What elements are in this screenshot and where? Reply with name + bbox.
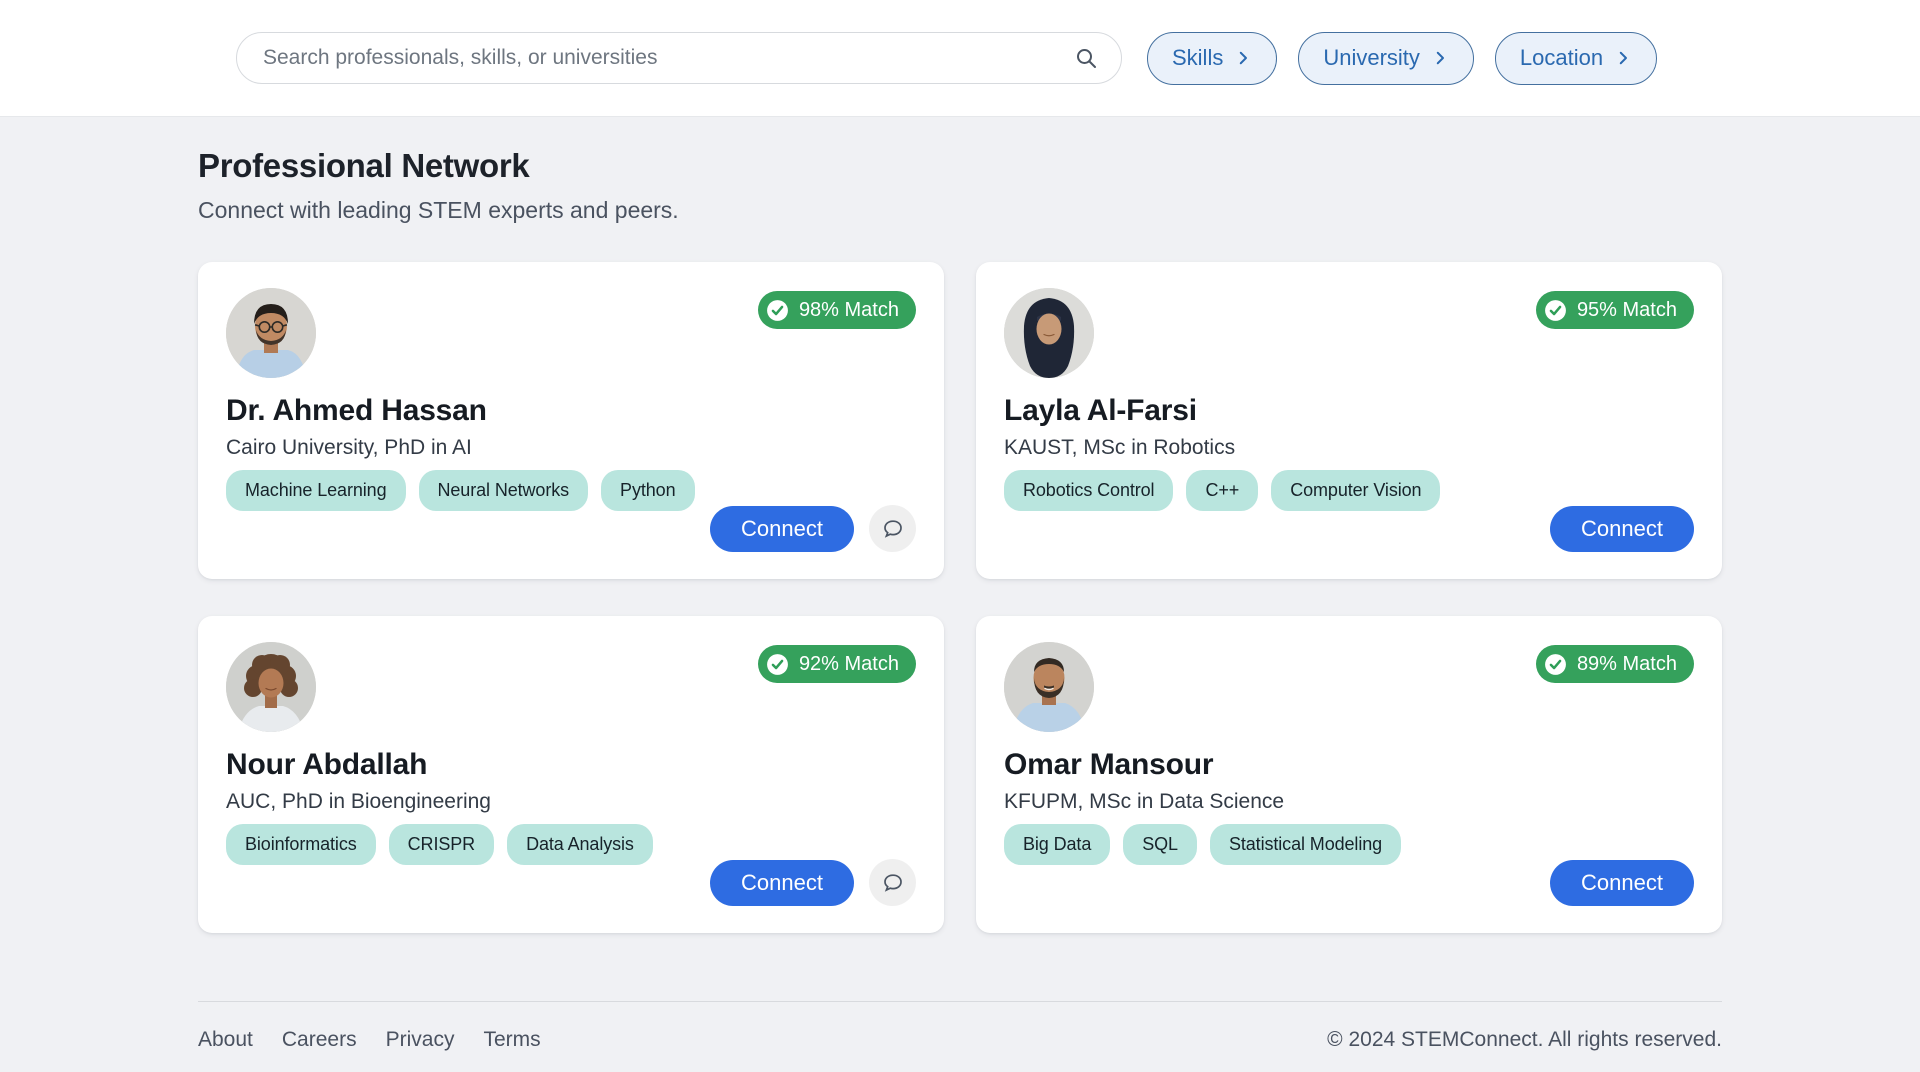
search-input[interactable] <box>236 32 1122 84</box>
person-name: Dr. Ahmed Hassan <box>226 394 487 427</box>
person-name: Nour Abdallah <box>226 748 428 781</box>
skill-tag: Machine Learning <box>226 470 406 511</box>
search-bar <box>236 32 1122 84</box>
match-badge-label: 98% Match <box>798 298 899 321</box>
skill-tags: Bioinformatics CRISPR Data Analysis <box>226 824 744 865</box>
message-button[interactable] <box>869 859 916 906</box>
person-affiliation: AUC, PhD in Bioengineering <box>226 790 491 813</box>
footer-links: About Careers Privacy Terms <box>198 1028 541 1052</box>
profile-card: 89% Match Omar Mansour KFUPM, MSc in Dat… <box>976 616 1722 933</box>
filter-location-label: Location <box>1519 45 1604 70</box>
chevron-right-icon <box>1614 49 1632 67</box>
skill-tag: Python <box>601 470 695 511</box>
skill-tag: Bioinformatics <box>226 824 376 865</box>
skill-tag: Robotics Control <box>1004 470 1174 511</box>
filter-skills-button[interactable]: Skills <box>1147 31 1278 85</box>
skill-tag: Computer Vision <box>1271 470 1441 511</box>
skill-tag: Big Data <box>1004 824 1111 865</box>
search-icon <box>1074 46 1098 70</box>
avatar <box>1004 288 1094 378</box>
page-title: Professional Network <box>198 147 530 184</box>
footer-link-terms[interactable]: Terms <box>483 1028 541 1051</box>
person-affiliation: Cairo University, PhD in AI <box>226 436 472 459</box>
filter-location-button[interactable]: Location <box>1494 31 1658 85</box>
page-subtitle: Connect with leading STEM experts and pe… <box>198 197 679 223</box>
connect-button[interactable]: Connect <box>710 859 854 906</box>
top-bar: Skills University Location <box>0 0 1920 117</box>
skill-tag: Neural Networks <box>418 470 589 511</box>
match-badge-label: 95% Match <box>1576 298 1677 321</box>
match-badge-label: 92% Match <box>798 652 899 675</box>
avatar <box>226 642 316 732</box>
profile-card: 92% Match Nour Abdallah AUC, PhD in Bioe… <box>198 616 944 933</box>
filter-group: Skills University Location <box>1147 31 1658 85</box>
check-circle-icon <box>1543 652 1568 677</box>
skill-tags: Machine Learning Neural Networks Python <box>226 470 744 511</box>
copyright-text: © 2024 STEMConnect. All rights reserved. <box>1327 1028 1722 1051</box>
match-badge: 92% Match <box>757 645 916 683</box>
check-circle-icon <box>765 298 790 323</box>
profile-card-grid: 98% Match Dr. Ahmed Hassan Cairo Univers… <box>198 262 1722 933</box>
person-affiliation: KAUST, MSc in Robotics <box>1004 436 1236 459</box>
person-name: Layla Al-Farsi <box>1004 394 1197 427</box>
footer-link-careers[interactable]: Careers <box>281 1028 357 1051</box>
profile-card: 98% Match Dr. Ahmed Hassan Cairo Univers… <box>198 262 944 579</box>
match-badge: 89% Match <box>1535 645 1694 683</box>
skill-tag: C++ <box>1186 470 1259 511</box>
skill-tag: Data Analysis <box>507 824 653 865</box>
connect-button[interactable]: Connect <box>1550 506 1694 552</box>
filter-university-label: University <box>1323 45 1420 70</box>
card-actions: Connect <box>710 505 916 552</box>
avatar <box>226 288 316 378</box>
check-circle-icon <box>765 652 790 677</box>
message-button[interactable] <box>869 505 916 552</box>
chat-bubble-icon <box>883 519 902 538</box>
card-actions: Connect <box>710 859 916 906</box>
chevron-right-icon <box>1431 49 1449 67</box>
skill-tag: CRISPR <box>388 824 495 865</box>
card-actions: Connect <box>1550 506 1694 552</box>
skill-tag: Statistical Modeling <box>1209 824 1402 865</box>
check-circle-icon <box>1543 298 1568 323</box>
avatar <box>1004 642 1094 732</box>
footer-link-about[interactable]: About <box>198 1028 253 1051</box>
skill-tag: SQL <box>1123 824 1197 865</box>
person-name: Omar Mansour <box>1004 748 1214 781</box>
footer: About Careers Privacy Terms © 2024 STEMC… <box>198 1001 1722 1052</box>
skill-tags: Robotics Control C++ Computer Vision <box>1004 470 1522 511</box>
person-affiliation: KFUPM, MSc in Data Science <box>1004 790 1285 813</box>
connect-button[interactable]: Connect <box>710 505 854 552</box>
main-content: Professional Network Connect with leadin… <box>0 117 1920 933</box>
chat-bubble-icon <box>883 873 902 892</box>
match-badge-label: 89% Match <box>1576 652 1677 675</box>
skill-tags: Big Data SQL Statistical Modeling <box>1004 824 1522 865</box>
match-badge: 98% Match <box>757 291 916 329</box>
profile-card: 95% Match Layla Al-Farsi KAUST, MSc in R… <box>976 262 1722 579</box>
filter-university-button[interactable]: University <box>1298 31 1474 85</box>
chevron-right-icon <box>1234 49 1252 67</box>
footer-link-privacy[interactable]: Privacy <box>385 1028 455 1051</box>
match-badge: 95% Match <box>1535 291 1694 329</box>
filter-skills-label: Skills <box>1172 45 1224 70</box>
card-actions: Connect <box>1550 860 1694 906</box>
connect-button[interactable]: Connect <box>1550 860 1694 906</box>
